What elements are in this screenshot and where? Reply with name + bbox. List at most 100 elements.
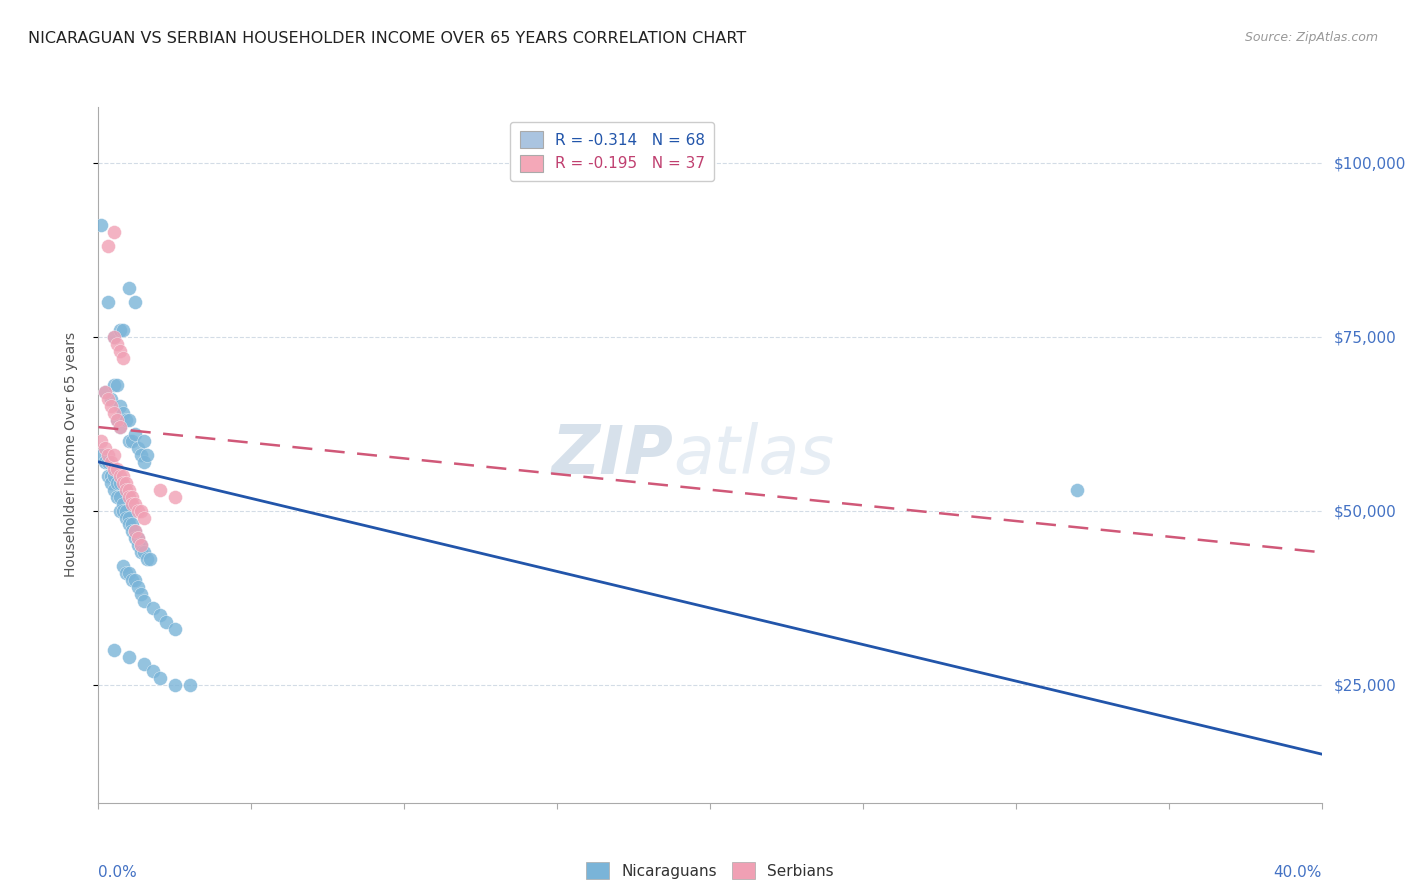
Point (139, 552, 162, 566)
Text: 0.0%: 0.0% (98, 865, 138, 880)
Point (115, 503, 138, 517)
Point (90, 434, 112, 448)
Point (103, 329, 125, 343)
Point (97, 239, 120, 253)
Point (118, 490, 141, 504)
Point (97, 455, 120, 469)
Point (103, 468, 125, 483)
Point (134, 455, 156, 469)
Point (142, 601, 165, 615)
Point (103, 642, 125, 657)
Point (105, 490, 128, 504)
Point (97, 448, 120, 462)
Point (118, 517, 141, 532)
Legend: Nicaraguans, Serbians: Nicaraguans, Serbians (581, 855, 839, 886)
Text: atlas: atlas (673, 422, 834, 488)
Point (129, 538, 152, 552)
Point (118, 566, 141, 581)
Point (108, 475, 131, 490)
Point (108, 490, 131, 504)
Point (93, 441, 115, 455)
Point (127, 503, 149, 517)
Text: NICARAGUAN VS SERBIAN HOUSEHOLDER INCOME OVER 65 YEARS CORRELATION CHART: NICARAGUAN VS SERBIAN HOUSEHOLDER INCOME… (28, 31, 747, 46)
Point (103, 378, 125, 392)
Point (115, 510, 138, 524)
Point (127, 441, 149, 455)
Point (103, 448, 125, 462)
Point (90, 219, 112, 233)
Point (93, 455, 115, 469)
Point (97, 468, 120, 483)
Point (149, 671, 172, 685)
Point (111, 497, 134, 511)
Point (124, 524, 146, 539)
Point (124, 532, 146, 546)
Point (103, 483, 125, 497)
Point (163, 490, 186, 504)
Point (136, 448, 159, 462)
Point (111, 503, 134, 517)
Point (100, 399, 122, 413)
Point (121, 497, 143, 511)
Point (1066, 483, 1088, 497)
Point (105, 336, 128, 351)
Point (105, 475, 128, 490)
Point (111, 468, 134, 483)
Point (163, 622, 186, 636)
Point (134, 510, 156, 524)
Point (136, 552, 159, 566)
Point (103, 225, 125, 239)
Point (100, 392, 122, 407)
Point (115, 413, 138, 427)
Point (103, 462, 125, 476)
Point (142, 664, 165, 678)
Point (111, 323, 134, 337)
Point (103, 406, 125, 420)
Point (134, 594, 156, 608)
Point (124, 427, 146, 442)
Point (115, 483, 138, 497)
Point (97, 392, 120, 407)
Point (111, 406, 134, 420)
Point (129, 448, 152, 462)
Point (105, 462, 128, 476)
Point (100, 475, 122, 490)
Point (129, 545, 152, 559)
Point (134, 545, 156, 559)
Point (121, 490, 143, 504)
Point (97, 294, 120, 309)
Point (121, 524, 143, 539)
Point (118, 281, 141, 295)
Point (127, 580, 149, 594)
Point (121, 434, 143, 448)
Point (111, 351, 134, 365)
Point (149, 483, 172, 497)
Point (100, 455, 122, 469)
Point (108, 343, 131, 358)
Point (118, 413, 141, 427)
Point (155, 615, 177, 629)
Point (108, 323, 131, 337)
Point (103, 329, 125, 343)
Point (127, 532, 149, 546)
Point (129, 538, 152, 552)
Point (111, 559, 134, 574)
Point (111, 475, 134, 490)
Point (134, 657, 156, 671)
Point (118, 649, 141, 664)
Point (105, 413, 128, 427)
Point (105, 378, 128, 392)
Point (108, 420, 131, 434)
Point (124, 294, 146, 309)
Point (108, 420, 131, 434)
Point (108, 468, 131, 483)
Point (118, 483, 141, 497)
Point (108, 399, 131, 413)
Point (121, 573, 143, 587)
Point (115, 475, 138, 490)
Point (121, 517, 143, 532)
Point (124, 497, 146, 511)
Y-axis label: Householder Income Over 65 years: Householder Income Over 65 years (63, 333, 77, 577)
Point (118, 434, 141, 448)
Point (129, 503, 152, 517)
